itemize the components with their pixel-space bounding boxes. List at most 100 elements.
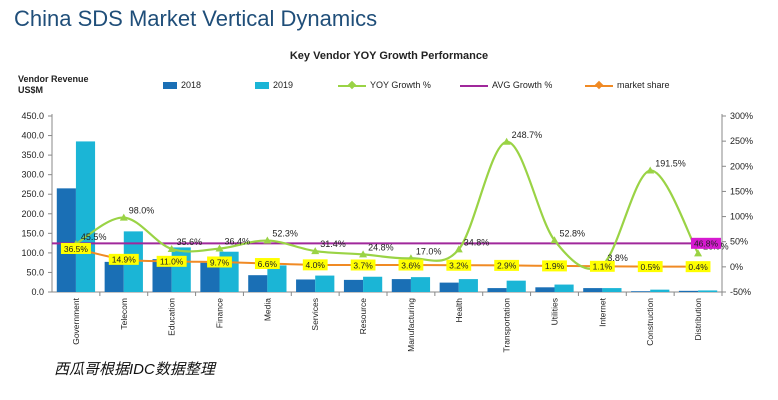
yoy-growth-point [119, 213, 128, 221]
yoy-growth-point [263, 236, 272, 244]
y-right-tick-label: -50% [730, 287, 751, 297]
y-left-tick-label: 0.0 [31, 287, 44, 297]
bar-2018 [104, 261, 124, 292]
market-share-data-label: 1.1% [593, 262, 613, 272]
yoy-growth-point [646, 166, 655, 174]
bar-2018 [152, 259, 172, 292]
market-share-data-label-bg [446, 259, 472, 271]
market-share-data-label: 9.7% [210, 257, 230, 267]
y-left-tick-label: 150.0 [21, 228, 44, 238]
bar-2019 [171, 247, 191, 292]
yoy-data-label: 45.5% [81, 232, 107, 242]
yoy-data-label: 3.8% [607, 253, 628, 263]
bar-2018 [583, 288, 603, 292]
yoy-data-label: 24.8% [368, 242, 394, 252]
bar-2019 [315, 275, 335, 292]
y-right-tick-label: 300% [730, 111, 753, 121]
legend-label-2018: 2018 [181, 80, 202, 90]
yoy-data-label: 36.4% [225, 237, 251, 247]
market-share-data-label: 3.6% [401, 260, 421, 270]
market-share-data-label: 11.0% [160, 257, 184, 267]
y-right-tick-label: 200% [730, 161, 753, 171]
bar-2019 [554, 284, 574, 292]
y-right-tick-label: 250% [730, 136, 753, 146]
bar-2019 [698, 290, 718, 292]
legend-label-yoy: YOY Growth % [370, 80, 431, 90]
bar-2019 [458, 279, 478, 292]
market-share-data-label: 0.5% [641, 262, 661, 272]
y-left-tick-label: 200.0 [21, 209, 44, 219]
yoy-data-label: 98.0% [129, 206, 155, 216]
market-share-data-label-bg [302, 259, 328, 271]
legend-line-avg [460, 81, 488, 90]
market-share-data-label-bg [685, 261, 711, 273]
yoy-growth-point [215, 244, 224, 252]
market-share-data-label: 36.5% [64, 244, 89, 254]
market-share-data-label-bg [156, 255, 187, 267]
market-share-data-label: 14.9% [112, 255, 137, 265]
footnote: 西瓜哥根据IDC数据整理 [54, 361, 215, 378]
yoy-growth-point [311, 247, 320, 255]
market-share-data-label-bg [637, 261, 663, 273]
bar-2019 [602, 288, 622, 292]
y-left-tick-label: 100.0 [21, 248, 44, 258]
legend-item-2019: 2019 [255, 80, 293, 90]
yoy-growth-point [694, 249, 703, 257]
legend-line-share [585, 81, 613, 90]
y-right-tick-label: 50% [730, 237, 748, 247]
x-tick-label: Manufacturing [406, 298, 416, 352]
market-share-data-label: 6.6% [258, 259, 278, 269]
y-left-tick-label: 350.0 [21, 150, 44, 160]
avg-growth-data-label: 46.8% [694, 239, 719, 249]
bar-2018 [248, 275, 268, 292]
y-left-tick-label: 400.0 [21, 131, 44, 141]
market-share-data-label-bg [350, 259, 376, 271]
yoy-data-label: 34.8% [464, 237, 490, 247]
x-tick-label: Utilities [550, 298, 560, 325]
bar-2018 [678, 290, 699, 292]
bar-2018 [56, 188, 76, 292]
x-tick-label: Distribution [693, 298, 703, 341]
y-right-tick-label: 150% [730, 186, 753, 196]
market-share-data-label-bg [108, 253, 139, 265]
legend-item-avg: AVG Growth % [460, 80, 552, 90]
legend-line-yoy [338, 81, 366, 90]
legend-label-share: market share [617, 80, 670, 90]
legend-item-yoy: YOY Growth % [338, 80, 431, 90]
market-share-data-label: 3.2% [449, 261, 469, 271]
x-tick-label: Internet [597, 297, 607, 326]
legend-label-avg: AVG Growth % [492, 80, 553, 90]
bar-2018 [391, 279, 411, 292]
y-axis-label: Vendor Revenue US$M [18, 74, 108, 96]
y-axis-label-line: Vendor Revenue [18, 74, 89, 84]
market-share-data-label: 0.4% [688, 262, 708, 272]
x-tick-label: Transportation [502, 298, 512, 353]
market-share-data-label: 1.9% [545, 261, 565, 271]
yoy-growth-point [167, 244, 176, 252]
bar-2018 [343, 279, 364, 292]
y-left-tick-label: 50.0 [26, 267, 44, 277]
x-tick-label: Resource [358, 298, 368, 335]
yoy-growth-point [550, 236, 559, 244]
y-axis-label-line: US$M [18, 85, 44, 95]
chart-title: Key Vendor YOY Growth Performance [289, 50, 489, 62]
yoy-data-label: 17.0% [416, 246, 442, 256]
legend-swatch-2019 [255, 81, 269, 89]
chart-legend: 2018 2019 YOY Growth % AVG Growth % mark… [0, 80, 778, 94]
page-title: China SDS Market Vertical Dynamics [14, 6, 378, 31]
yoy-data-label: 31.4% [320, 239, 346, 249]
bar-2018 [200, 262, 220, 292]
y-left-tick-label: 250.0 [21, 189, 44, 199]
yoy-data-label: 52.8% [560, 228, 586, 238]
avg-growth-data-label-bg [691, 237, 721, 249]
y-left-tick-label: 450.0 [21, 111, 44, 121]
x-tick-label: Services [310, 298, 320, 331]
legend-label-2019: 2019 [273, 80, 294, 90]
y-right-tick-label: 100% [730, 212, 753, 222]
legend-swatch-2018 [163, 81, 177, 89]
bar-2019 [363, 276, 383, 292]
market-share-data-label: 4.0% [306, 260, 326, 270]
yoy-data-label: 35.6% [177, 237, 203, 247]
legend-item-2018: 2018 [163, 80, 201, 90]
